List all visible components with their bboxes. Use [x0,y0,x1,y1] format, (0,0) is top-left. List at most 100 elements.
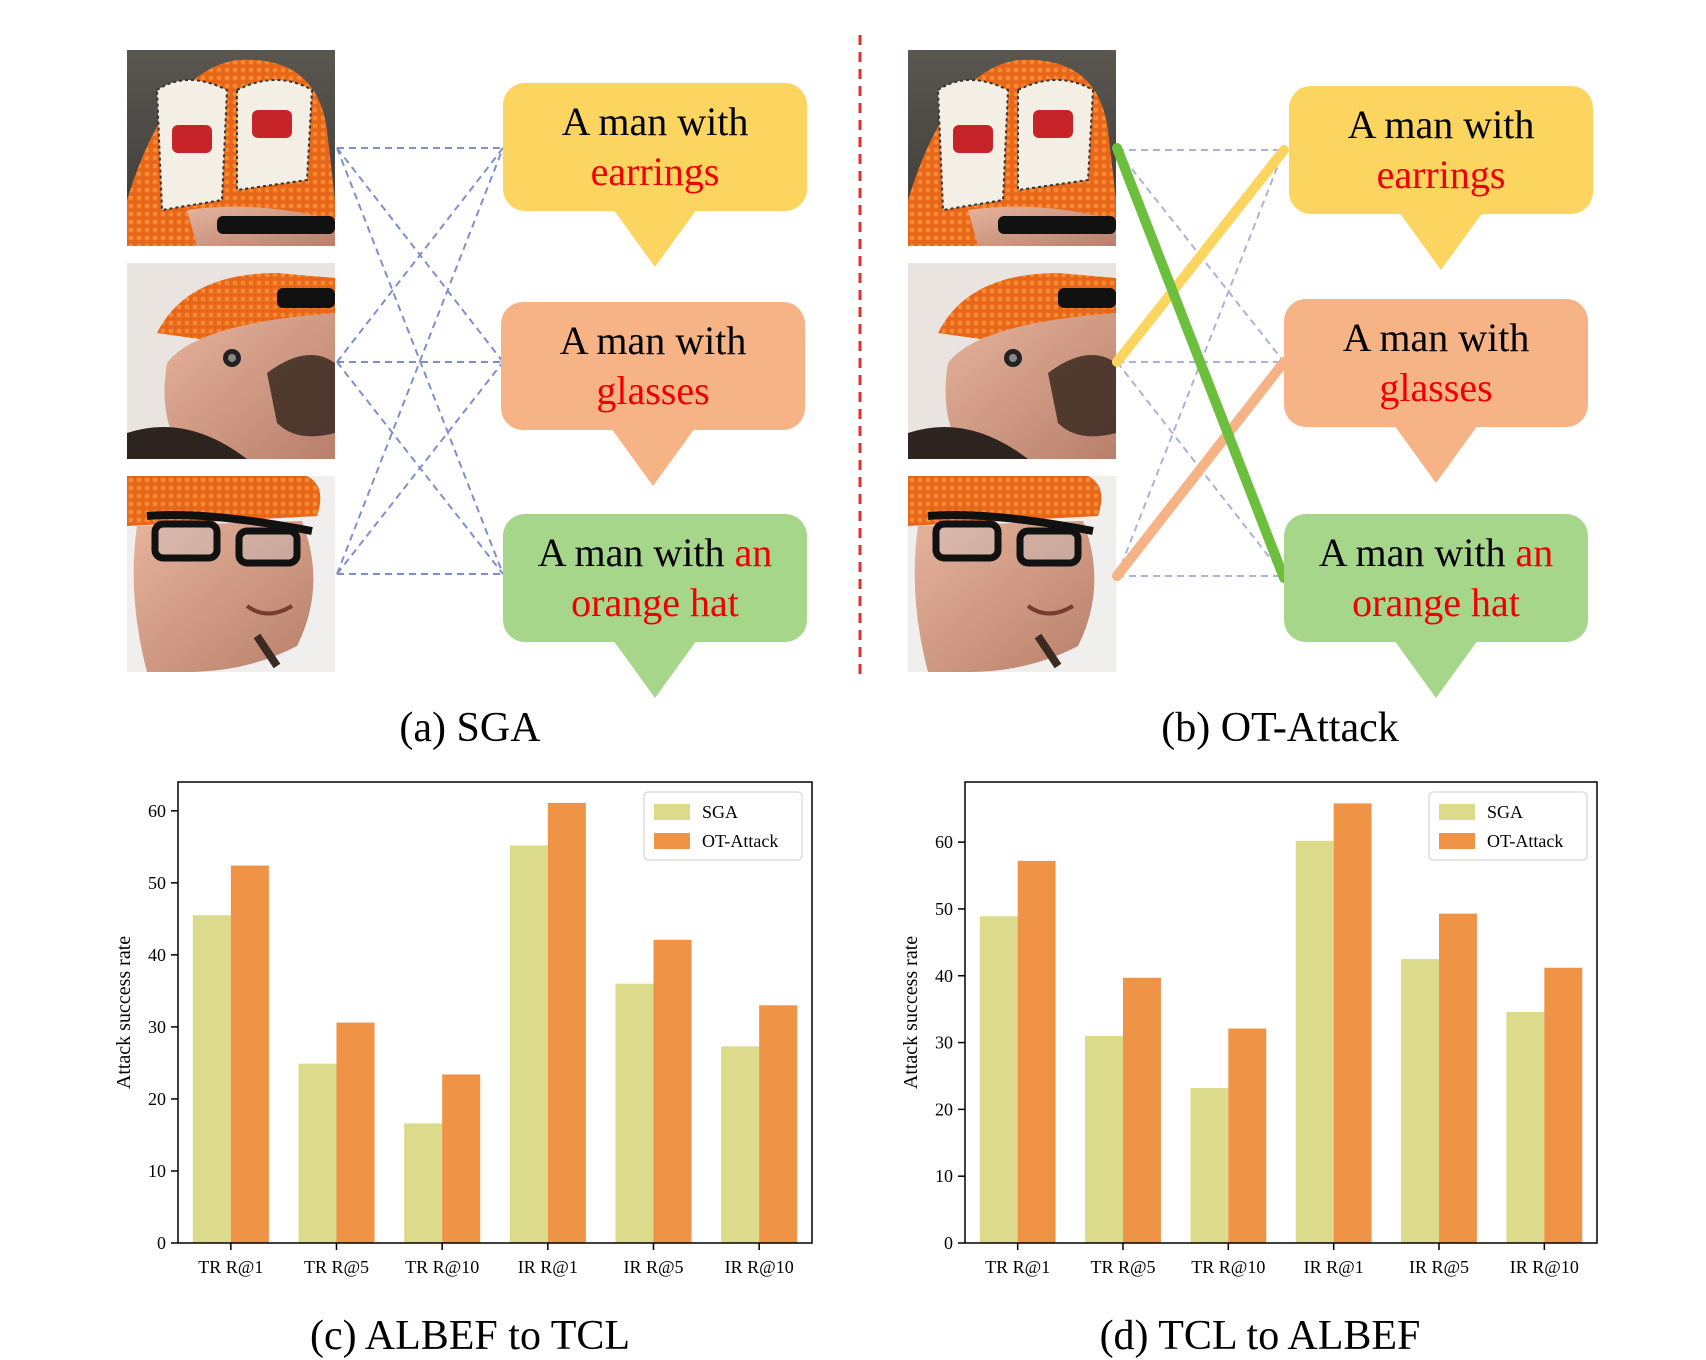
bubble-text: A man with [561,99,749,144]
bar-ot-attack-ir-r-1 [547,802,586,1243]
caption-c: (c) ALBEF to TCL [309,1313,631,1359]
bar-ot-attack-tr-r-10 [1228,1028,1267,1243]
legend-label: OT-Attack [702,831,778,851]
photo-hat-crop-a [127,50,335,246]
plot-frame [964,781,1598,1244]
match-line-earrings [1112,145,1289,367]
x-tick-label: TR R@5 [304,1257,369,1277]
bubble-highlight: orange hat [1352,580,1520,625]
bubble-text: A man with [1342,315,1530,360]
x-tick-label: IR R@1 [518,1257,578,1277]
y-tick-label: 60 [148,801,166,821]
legend-swatch [1439,804,1475,820]
bubble-text: A man with [1318,530,1506,575]
match-line-glasses [1112,357,1289,581]
photo-glasses-crop-a [127,476,335,672]
legend-label: SGA [702,802,738,822]
bubble-highlight: an [1515,530,1554,575]
bubble-text: A man with [537,530,725,575]
bar-ot-attack-ir-r-1 [1333,803,1372,1243]
x-tick-label: TR R@1 [985,1257,1050,1277]
bar-ot-attack-ir-r-5 [1439,913,1477,1243]
bar-sga-tr-r-10 [404,1123,443,1243]
caption-d: (d) TCL to ALBEF [1099,1313,1421,1359]
legend-label: SGA [1487,802,1523,822]
y-tick-label: 30 [935,1033,953,1053]
bar-ot-attack-tr-r-5 [336,1022,375,1243]
x-tick-label: TR R@10 [1191,1257,1265,1277]
bubble-highlight: earrings [1376,152,1506,197]
bar-ot-attack-tr-r-10 [442,1074,481,1243]
match-line-orange-hat [1112,143,1289,583]
x-tick-label: TR R@5 [1090,1257,1155,1277]
chart-tcl-to-albef: 0 10 20 30 40 50 60 Attack success rate TR R@1 TR… [900,781,1598,1277]
bubble-glasses-a: A man with glasses [501,302,805,486]
y-tick-label: 30 [148,1017,166,1037]
x-tick-label: IR R@5 [1409,1257,1469,1277]
x-tick-label: TR R@1 [198,1257,263,1277]
bubble-earrings-a: A man with earrings [503,83,807,267]
plot-frame [177,781,813,1244]
y-tick-label: 40 [148,945,166,965]
bar-sga-ir-r-5 [615,983,654,1243]
y-tick-label: 40 [935,966,953,986]
bar-sga-ir-r-1 [509,845,548,1243]
bubble-earrings-b: A man with earrings [1289,86,1593,270]
bar-sga-ir-r-10 [721,1046,760,1243]
bar-sga-ir-r-1 [1295,840,1334,1243]
photo-hat-crop-b [908,50,1116,246]
x-tick-label: TR R@10 [405,1257,479,1277]
bar-ot-attack-ir-r-10 [1544,967,1583,1243]
y-tick-label: 60 [935,832,953,852]
photo-earring-crop-a [127,263,335,459]
bubble-highlight: glasses [596,368,710,413]
x-tick-label: IR R@5 [623,1257,683,1277]
legend-swatch [654,833,690,849]
bubble-orange-hat-a: A man with an orange hat [503,514,807,698]
bar-sga-ir-r-10 [1506,1011,1545,1243]
photo-earring-crop-b [908,263,1116,459]
sga-dashed-links [336,35,862,675]
bubble-text: A man with [1347,102,1535,147]
bar-sga-tr-r-1 [979,916,1018,1243]
bar-sga-tr-r-5 [1085,1035,1123,1243]
chart-albef-to-tcl: 0 10 20 30 40 50 60 Attack success rate TR R@1 TR… [113,781,813,1277]
legend-swatch [654,804,690,820]
bubble-highlight: earrings [590,149,720,194]
bar-ot-attack-tr-r-1 [1017,860,1056,1243]
bar-sga-tr-r-1 [192,915,231,1243]
y-tick-label: 50 [935,899,953,919]
y-tick-label: 20 [148,1089,166,1109]
bar-sga-ir-r-5 [1401,959,1439,1243]
y-axis-label: Attack success rate [900,936,922,1089]
caption-a: (a) SGA [399,705,541,751]
bubble-highlight: orange hat [571,580,739,625]
bubble-orange-hat-b: A man with an orange hat [1284,514,1588,698]
bar-ot-attack-ir-r-5 [653,939,692,1243]
y-tick-label: 10 [935,1166,953,1186]
legend-label: OT-Attack [1487,831,1563,851]
bubble-text: A man with [559,318,747,363]
y-tick-label: 20 [935,1099,953,1119]
x-tick-label: IR R@10 [725,1257,794,1277]
ot-links [1112,143,1289,583]
y-tick-label: 10 [148,1161,166,1181]
bar-sga-tr-r-10 [1190,1087,1229,1243]
y-tick-label: 0 [157,1233,166,1253]
bubble-glasses-b: A man with glasses [1284,299,1588,483]
bar-ot-attack-ir-r-10 [759,1005,798,1243]
y-axis-label: Attack success rate [113,936,135,1089]
y-tick-label: 0 [944,1233,953,1253]
bar-ot-attack-tr-r-5 [1123,977,1161,1243]
y-tick-label: 50 [148,873,166,893]
x-tick-label: IR R@1 [1304,1257,1364,1277]
legend-swatch [1439,833,1475,849]
bar-ot-attack-tr-r-1 [230,865,269,1243]
photo-glasses-crop-b [908,476,1116,672]
bubble-highlight: an [734,530,773,575]
caption-b: (b) OT-Attack [1161,705,1399,751]
bubble-highlight: glasses [1379,365,1493,410]
x-tick-label: IR R@10 [1510,1257,1579,1277]
bar-sga-tr-r-5 [298,1063,337,1243]
